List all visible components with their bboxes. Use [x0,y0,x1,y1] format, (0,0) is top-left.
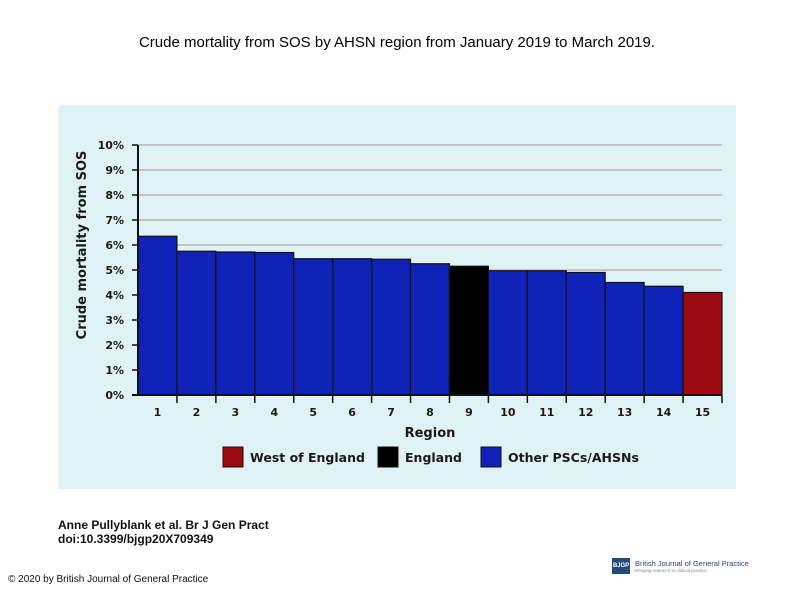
x-tick-label: 3 [232,406,240,419]
citation: Anne Pullyblank et al. Br J Gen Pract do… [58,518,269,546]
x-tick-label: 8 [426,406,434,419]
bar [137,235,178,396]
bar [526,270,567,396]
slide-title: Crude mortality from SOS by AHSN region … [138,34,656,51]
x-tick-label: 6 [348,406,356,419]
x-tick-label: 5 [309,406,317,419]
citation-doi: doi:10.3399/bjgp20X709349 [58,532,214,546]
axes [132,144,723,403]
journal-name: British Journal of General Practice [635,559,749,568]
y-tick-label: 2% [105,339,124,352]
bjgp-logo-icon: BJGP [612,558,630,574]
y-tick-label: 8% [105,189,124,202]
bar [487,270,528,396]
x-tick-label: 10 [500,406,516,419]
x-tick-label: 14 [656,406,672,419]
legend-label: West of England [250,450,365,465]
bar [371,258,412,396]
legend: West of England England Other PSCs/AHSNs [222,446,639,468]
bar [254,251,295,396]
y-tick-label: 3% [105,314,124,327]
y-tick-label: 1% [105,364,124,377]
bar [565,271,606,396]
bar-chart: 0%1%2%3%4%5%6%7%8%9%10% 1 2 3 4 5 6 7 8 9 10 11 12 1… [75,139,723,468]
bar [643,285,684,396]
x-tick-label: 4 [270,406,278,419]
legend-label: England [405,450,462,465]
bar [604,281,645,396]
bars [137,235,723,396]
x-tick-labels: 1 2 3 4 5 6 7 8 9 10 11 12 13 14 15 [154,406,711,419]
y-tick-label: 0% [105,389,124,402]
journal-logo: BJGP British Journal of General Practice… [612,557,752,577]
journal-tagline: Bringing research to clinical practice [635,568,708,573]
x-tick-label: 2 [193,406,201,419]
x-axis-label: Region [405,426,456,441]
legend-swatch [377,446,399,468]
legend-swatch [480,446,502,468]
x-tick-label: 15 [695,406,710,419]
legend-swatch [222,446,244,468]
y-tick-label: 7% [105,214,124,227]
y-tick-label: 9% [105,164,124,177]
bar [448,265,490,396]
x-tick-label: 1 [154,406,162,419]
bar [293,258,334,396]
bar [332,258,373,396]
y-tick-labels: 0% 1% 2% 3% 4% 5% 6% 7% 8% 9% 10% [98,139,124,402]
bar [176,250,217,396]
bar [215,251,256,396]
x-tick-label: 9 [465,406,473,419]
copyright-notice: © 2020 by British Journal of General Pra… [8,574,209,585]
y-tick-label: 5% [105,264,124,277]
y-tick-label: 4% [105,289,124,302]
citation-authors: Anne Pullyblank et al. Br J Gen Pract [58,518,269,532]
x-tick-label: 7 [387,406,395,419]
y-tick-label: 10% [98,139,124,152]
x-tick-label: 13 [617,406,632,419]
y-axis-label: Crude mortality from SOS [75,151,90,340]
bar [409,263,451,396]
x-tick-label: 12 [578,406,593,419]
x-tick-label: 11 [539,406,554,419]
legend-label: Other PSCs/AHSNs [508,450,639,465]
bar [682,291,723,396]
y-tick-label: 6% [105,239,124,252]
